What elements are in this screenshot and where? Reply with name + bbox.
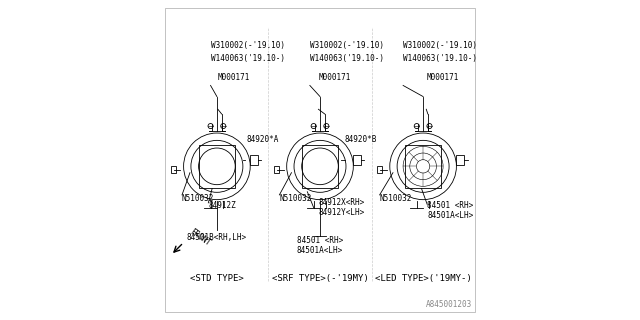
Text: M000171: M000171	[218, 73, 250, 82]
Text: N510032: N510032	[181, 194, 214, 203]
Text: M000171: M000171	[426, 73, 459, 82]
Text: 84501 <RH>: 84501 <RH>	[297, 236, 343, 245]
Bar	[198, 145, 236, 188]
Bar	[171, 166, 175, 173]
Text: 84920*B: 84920*B	[345, 135, 377, 144]
Text: N510032: N510032	[280, 194, 312, 203]
Text: A845001203: A845001203	[426, 300, 472, 309]
Bar	[377, 166, 382, 173]
Text: 84501 <RH>: 84501 <RH>	[428, 202, 474, 211]
Text: W140063('19.10-): W140063('19.10-)	[211, 54, 285, 63]
Text: M000171: M000171	[319, 73, 351, 82]
Text: 84912Y<LH>: 84912Y<LH>	[319, 208, 365, 217]
Text: 84501A<LH>: 84501A<LH>	[428, 211, 474, 220]
Text: N510032: N510032	[380, 194, 412, 203]
Text: 84920*A: 84920*A	[246, 135, 279, 144]
Text: <LED TYPE>('19MY-): <LED TYPE>('19MY-)	[375, 275, 472, 284]
Bar	[456, 155, 465, 165]
Text: <STD TYPE>: <STD TYPE>	[190, 275, 244, 284]
Text: W310002(-'19.10): W310002(-'19.10)	[211, 41, 285, 50]
Bar	[274, 166, 279, 173]
Text: 84912X<RH>: 84912X<RH>	[319, 198, 365, 207]
Text: W310002(-'19.10): W310002(-'19.10)	[403, 41, 477, 50]
Text: W140063('19.10-): W140063('19.10-)	[403, 54, 477, 63]
Bar	[353, 155, 361, 165]
Text: W310002(-'19.10): W310002(-'19.10)	[310, 41, 384, 50]
Bar	[250, 155, 258, 165]
Text: W140063('19.10-): W140063('19.10-)	[310, 54, 384, 63]
Bar	[404, 145, 442, 188]
Bar	[301, 145, 339, 188]
Text: 84912Z: 84912Z	[209, 202, 236, 211]
Text: 84501B<RH,LH>: 84501B<RH,LH>	[187, 233, 247, 242]
Text: 84501A<LH>: 84501A<LH>	[297, 246, 343, 255]
Text: <SRF TYPE>(-'19MY): <SRF TYPE>(-'19MY)	[271, 275, 369, 284]
Text: FRONT: FRONT	[188, 228, 212, 248]
